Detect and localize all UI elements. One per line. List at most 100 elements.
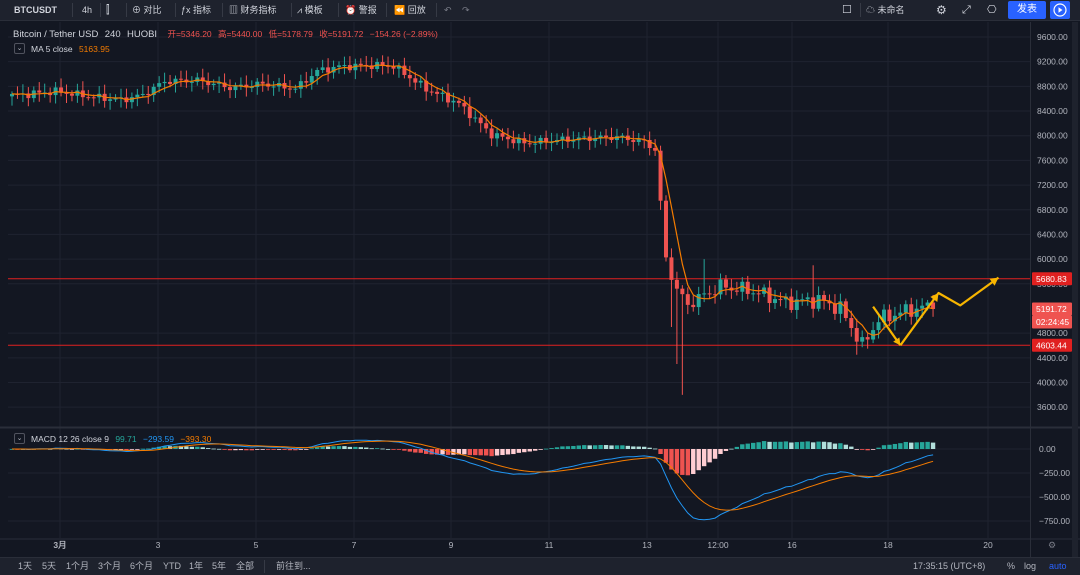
macd-histogram-bar <box>380 449 384 450</box>
macd-histogram-bar <box>784 441 788 449</box>
candle-body <box>451 101 455 103</box>
scrollbar-track <box>1072 22 1078 557</box>
candle-body <box>288 88 292 89</box>
auto-scale-toggle[interactable]: auto <box>1049 558 1067 575</box>
macd-histogram-bar <box>135 449 139 450</box>
macd-histogram-bar <box>740 444 744 449</box>
candle-body <box>441 93 445 94</box>
percent-scale-toggle[interactable]: % <box>1007 558 1015 575</box>
candle-body <box>920 306 924 309</box>
candle-body <box>501 133 505 136</box>
macd-histogram-bar <box>402 449 406 451</box>
macd-histogram-bar <box>893 444 897 449</box>
main-legend: Bitcoin / Tether USD 240 HUOBI 开=5346.20… <box>13 28 442 40</box>
macd-histogram-bar <box>566 446 570 449</box>
range-1y[interactable]: 1年 <box>189 558 203 575</box>
candle-body <box>490 128 494 138</box>
macd-histogram-bar <box>419 449 423 453</box>
candle-body <box>321 67 325 70</box>
macd-histogram-bar <box>718 449 722 454</box>
goto-date-button[interactable]: 前往到... <box>276 558 311 575</box>
candle-body <box>293 89 297 90</box>
macd-histogram-bar <box>337 446 341 449</box>
macd-axis: 0.00−250.00−500.00−750.00 <box>1039 444 1070 526</box>
price-chart[interactable]: 9600.009200.008800.008400.008000.007600.… <box>0 0 1080 557</box>
macd-histogram-bar <box>811 442 815 449</box>
macd-histogram-bar <box>206 448 210 449</box>
projection-arrows <box>873 278 998 346</box>
macd-histogram-bar <box>211 449 215 450</box>
candle-body <box>582 137 586 138</box>
range-6m[interactable]: 6个月 <box>130 558 153 575</box>
macd-histogram-bar <box>658 449 662 454</box>
macd-histogram-bar <box>871 449 875 450</box>
macd-histogram-bar <box>593 445 597 449</box>
macd-histogram-bar <box>479 449 483 455</box>
macd-histogram-bar <box>626 446 630 449</box>
candle-body <box>430 92 434 93</box>
candle-body <box>773 299 777 303</box>
macd-histogram-bar <box>233 449 237 450</box>
range-5y[interactable]: 5年 <box>212 558 226 575</box>
macd-histogram-bar <box>931 443 935 449</box>
price-tick-label: 8400.00 <box>1037 106 1068 116</box>
candle-body <box>435 92 439 94</box>
candle-body <box>708 293 712 294</box>
macd-legend-signal: −393.30 <box>180 434 211 444</box>
time-tick-label: 3 <box>156 540 161 550</box>
range-3m[interactable]: 3个月 <box>98 558 121 575</box>
macd-histogram-bar <box>860 449 864 450</box>
candle-body <box>141 94 145 95</box>
macd-histogram-bar <box>359 447 363 449</box>
price-tick-label: 7200.00 <box>1037 180 1068 190</box>
range-1m[interactable]: 1个月 <box>66 558 89 575</box>
macd-histogram-bar <box>549 448 553 449</box>
macd-histogram-bar <box>920 442 924 449</box>
macd-collapse-chevron-icon[interactable]: ⌄ <box>14 433 25 444</box>
macd-histogram-bar <box>680 449 684 475</box>
range-all[interactable]: 全部 <box>236 558 254 575</box>
candle-body <box>304 81 308 82</box>
signal-line <box>12 441 933 510</box>
last-price-tag: 5191.72 <box>1036 304 1067 314</box>
ma-series <box>12 65 933 335</box>
macd-histogram-bar <box>571 446 575 449</box>
macd-histogram-bar <box>751 443 755 449</box>
candle-body <box>904 304 908 312</box>
candle-body <box>653 148 657 151</box>
macd-lines <box>12 440 933 520</box>
macd-histogram-bar <box>849 447 853 449</box>
candle-body <box>860 337 864 342</box>
macd-histogram-bar <box>500 449 504 455</box>
candle-body <box>468 106 472 118</box>
legend-high: 高=5440.00 <box>218 29 262 39</box>
macd-histogram-bar <box>800 442 804 449</box>
collapse-chevron-icon[interactable]: ⌄ <box>14 43 25 54</box>
macd-histogram-bar <box>184 446 188 449</box>
axis-settings-icon: ⚙ <box>1048 540 1056 550</box>
candle-body <box>751 293 755 294</box>
candle-body <box>462 103 466 107</box>
candle-body <box>768 288 772 304</box>
macd-histogram-bar <box>582 445 586 449</box>
macd-histogram-bar <box>609 445 613 449</box>
macd-legend-line: −293.59 <box>143 434 174 444</box>
macd-histogram-bar <box>620 445 624 449</box>
log-scale-toggle[interactable]: log <box>1024 558 1036 575</box>
time-tick-label: 3月 <box>53 540 66 550</box>
price-tick-label: 4800.00 <box>1037 328 1068 338</box>
candle-body <box>789 297 793 310</box>
macd-histogram-bar <box>909 443 913 449</box>
legend-low: 低=5178.79 <box>269 29 313 39</box>
macd-histogram-bar <box>331 446 335 449</box>
range-ytd[interactable]: YTD <box>163 558 181 575</box>
resistance-price-tag: 5680.83 <box>1036 274 1067 284</box>
macd-histogram-bar <box>865 449 869 450</box>
macd-histogram-bar <box>664 449 668 463</box>
range-5d[interactable]: 5天 <box>42 558 56 575</box>
candle-body <box>675 280 679 289</box>
range-1d[interactable]: 1天 <box>18 558 32 575</box>
candle-body <box>637 139 641 142</box>
clock-label: 17:35:15 (UTC+8) <box>913 558 985 575</box>
price-tick-label: 3600.00 <box>1037 402 1068 412</box>
